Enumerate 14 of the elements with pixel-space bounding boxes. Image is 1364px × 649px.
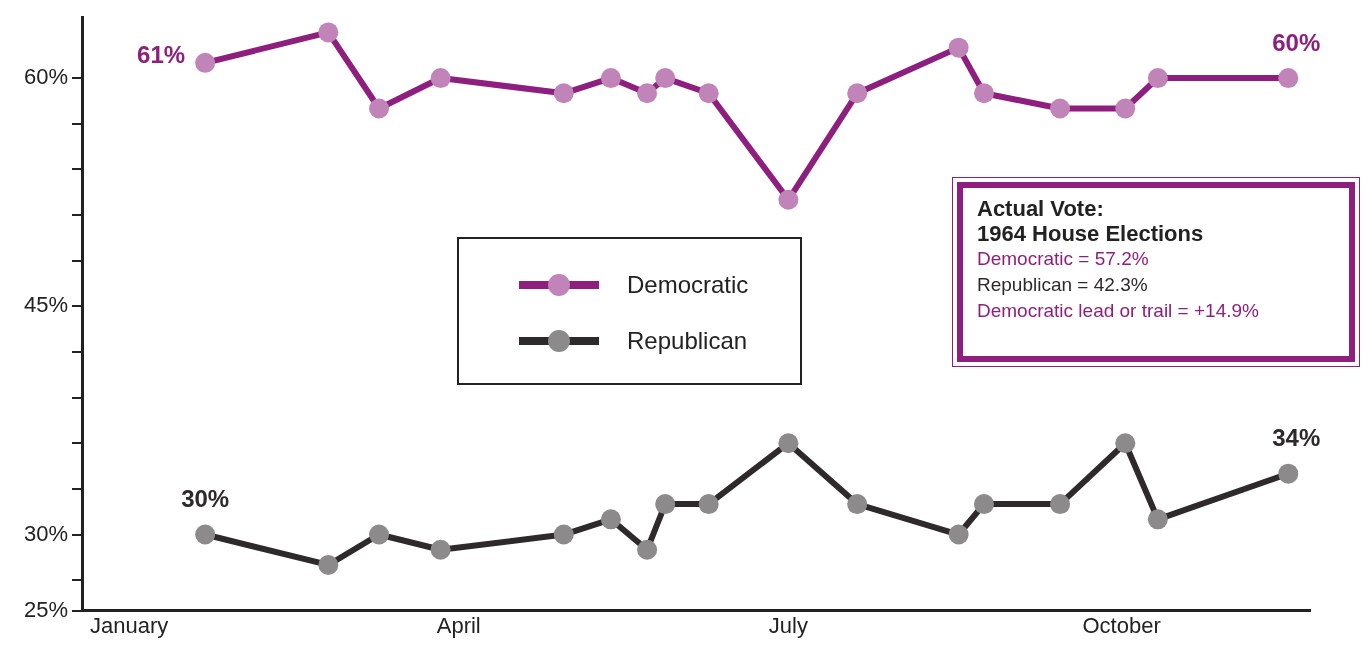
annotation: 60% [1272, 28, 1321, 56]
y-tick-label: 30% [23, 520, 68, 546]
legend-label: Democratic [627, 271, 749, 299]
x-tick-label: April [436, 612, 481, 638]
annotation: 30% [181, 485, 230, 513]
x-tick-label: July [768, 612, 808, 638]
annotation: 34% [1272, 424, 1321, 452]
y-tick-label: 60% [23, 64, 68, 90]
annotation: 61% [137, 41, 186, 69]
x-tick-label: October [1082, 612, 1161, 638]
x-tick-label: January [89, 612, 169, 638]
y-tick-label: 25% [23, 596, 68, 622]
y-tick-label: 45% [23, 292, 68, 318]
legend-label: Republican [627, 327, 748, 355]
